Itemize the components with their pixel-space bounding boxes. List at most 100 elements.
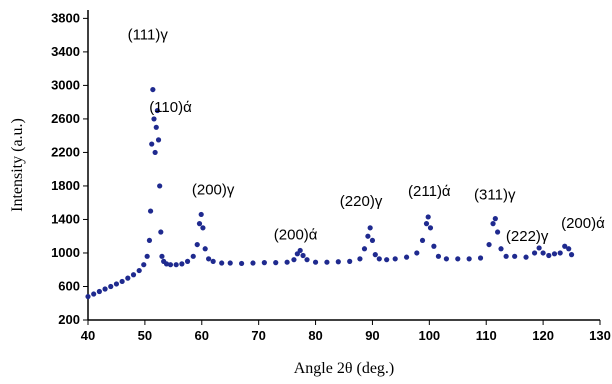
data-point [152,149,158,156]
data-point [284,259,290,265]
data-point [562,243,568,249]
plot-area [87,10,600,321]
data-point [167,262,174,268]
data-point [427,225,434,231]
data-point [540,250,546,256]
data-point [158,229,164,235]
peak-label: (222)γ [506,228,549,245]
data-point [108,283,114,290]
y-tick-label: 600 [58,278,80,293]
data-point [200,225,206,231]
y-tick-label: 1400 [51,211,80,226]
y-tick-label: 3000 [51,77,80,92]
data-point [149,141,155,147]
data-point [566,246,572,252]
peak-label: (200)ά [274,227,318,244]
x-tick-label: 100 [418,328,440,343]
data-point [130,272,137,278]
y-tick-label: 3400 [51,44,80,59]
peak-label: (110)ά [149,99,192,116]
data-point [300,252,306,259]
data-point [297,247,303,254]
y-tick-label: 1000 [51,245,80,260]
x-tick-label: 90 [365,328,379,343]
data-point [392,256,398,262]
data-point [125,275,131,281]
data-point [102,286,108,292]
peak-label: (200)ά [561,215,605,232]
data-point [367,225,373,231]
data-point [159,253,165,259]
data-point [568,252,575,258]
data-point [141,262,147,268]
data-point [384,257,390,263]
y-tick-label: 2200 [51,144,80,159]
data-point [202,246,208,252]
data-point [239,260,245,267]
data-point [455,256,461,262]
peak-label: (220)γ [340,193,383,210]
data-point [184,258,191,264]
data-point [261,260,267,266]
y-tick-label: 1800 [51,178,80,193]
data-point [312,259,319,265]
data-point [119,278,125,285]
data-point [425,214,431,220]
data-point [250,260,256,266]
data-point [273,260,279,266]
data-point [210,258,216,264]
data-point [219,260,225,266]
data-point [157,183,163,189]
x-tick-label: 80 [308,328,322,343]
data-point [194,241,200,248]
data-point [536,245,542,251]
peak-label: (311)γ [474,186,516,203]
data-point [531,250,538,256]
data-point [357,256,363,262]
x-tick-label: 120 [532,328,554,343]
data-point [163,261,170,267]
peak-label: (211)ά [408,183,451,200]
peak-annotations: (111)γ (110)ά (200)γ (200)ά (220)γ (211)ά (311… [128,26,606,245]
data-point [147,208,154,214]
data-point [154,107,161,114]
x-tick-label: 110 [476,328,497,343]
data-point [206,256,212,262]
x-tick-label: 40 [81,328,95,343]
y-tick-label: 200 [58,312,80,327]
y-axis-ticks: 200 600 1000 1400 1800 2200 2600 3000 3400 3800 [51,10,88,327]
data-point [414,250,420,256]
data-point [477,255,484,261]
data-point [150,86,156,93]
peak-label: (200)γ [192,181,235,198]
data-point [490,221,496,227]
data-point [91,291,97,297]
data-point [96,288,102,295]
data-point [190,253,196,259]
data-point [85,293,91,300]
x-tick-label: 130 [589,328,611,343]
data-point [151,116,157,122]
data-point [335,259,341,265]
data-point [443,256,449,262]
data-point [196,221,203,227]
data-point [365,233,371,239]
y-tick-label: 2600 [51,111,80,126]
data-point [155,137,162,143]
data-point [419,237,426,244]
data-point [144,253,150,259]
data-point [198,211,204,218]
data-point [179,261,185,267]
data-point [492,216,498,222]
x-axis-title: Angle 2θ (deg.) [294,360,395,377]
data-point [173,262,179,268]
data-point [291,257,297,263]
data-point [369,237,376,244]
data-point [324,259,330,265]
data-point [431,243,437,249]
y-axis-title: Intensity (a.u.) [9,118,26,212]
y-tick-label: 3800 [51,10,80,25]
data-point [486,241,492,248]
data-point [347,258,353,264]
